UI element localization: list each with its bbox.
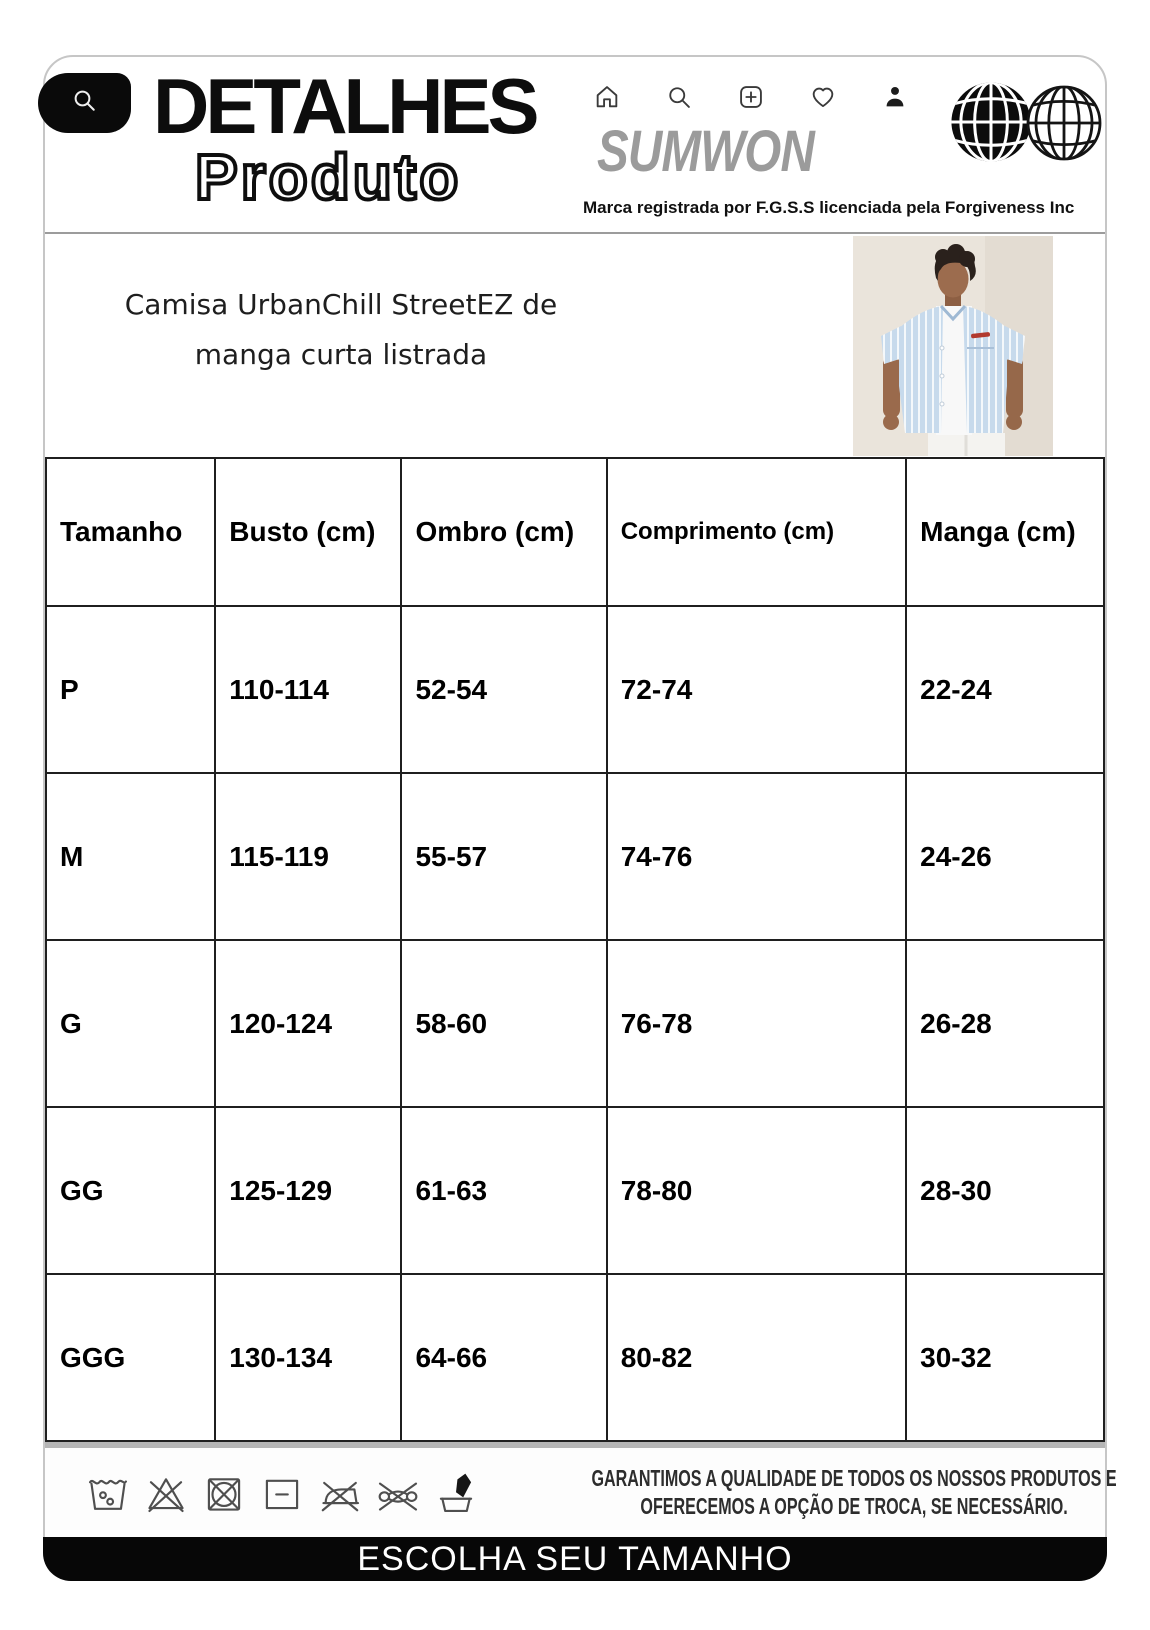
- size-row-gg: GG 125-129 61-63 78-80 28-30: [44, 1106, 1105, 1275]
- cell-size: G: [44, 939, 217, 1108]
- cell-ombro: 61-63: [400, 1106, 608, 1275]
- col-header-ombro: Ombro (cm): [400, 457, 608, 607]
- search-icon[interactable]: [665, 83, 693, 111]
- globe-filled-icon: [951, 82, 1031, 162]
- choose-size-bar[interactable]: ESCOLHA SEU TAMANHO: [43, 1537, 1107, 1581]
- product-title: Camisa UrbanChill StreetEZ de manga curt…: [83, 280, 599, 380]
- globe-logos: [948, 79, 1104, 165]
- guarantee-line1: GARANTIMOS A QUALIDADE DE TODOS OS NOSSO…: [591, 1465, 1117, 1492]
- guarantee-text: GARANTIMOS A QUALIDADE DE TODOS OS NOSSO…: [592, 1465, 1117, 1519]
- cell-comprimento: 76-78: [605, 939, 908, 1108]
- size-row-g: G 120-124 58-60 76-78 26-28: [44, 939, 1105, 1108]
- cell-ombro: 55-57: [400, 772, 608, 941]
- size-table: Tamanho Busto (cm) Ombro (cm) Compriment…: [44, 457, 1105, 1442]
- cell-busto: 115-119: [214, 772, 403, 941]
- search-pill-button[interactable]: [38, 73, 131, 133]
- product-section: Camisa UrbanChill StreetEZ de manga curt…: [45, 232, 1105, 457]
- machine-wash-icon: [88, 1479, 128, 1510]
- cell-busto: 125-129: [214, 1106, 403, 1275]
- col-header-tamanho: Tamanho: [44, 457, 217, 607]
- heart-icon[interactable]: [809, 83, 837, 111]
- cell-comprimento: 72-74: [605, 605, 908, 774]
- cell-size: GGG: [44, 1273, 217, 1442]
- plus-square-icon[interactable]: [737, 83, 765, 111]
- col-header-manga: Manga (cm): [905, 457, 1105, 607]
- care-icons: [85, 1470, 479, 1516]
- product-photo: [853, 236, 1053, 456]
- cell-manga: 30-32: [905, 1273, 1105, 1442]
- cell-ombro: 58-60: [400, 939, 608, 1108]
- page-subtitle: Produto: [193, 141, 462, 213]
- trademark-text: Marca registrada por F.G.S.S licenciada …: [583, 198, 1075, 217]
- col-header-comprimento: Comprimento (cm): [605, 457, 908, 607]
- header: DETALHES Produto: [38, 57, 1105, 232]
- do-not-tumble-dry-icon: [207, 1477, 241, 1511]
- product-details-card: DETALHES Produto: [38, 55, 1117, 1581]
- cell-busto: 120-124: [214, 939, 403, 1108]
- size-row-m: M 115-119 55-57 74-76 24-26: [44, 772, 1105, 941]
- cell-comprimento: 78-80: [605, 1106, 908, 1275]
- magnifier-icon: [70, 86, 100, 121]
- footer: GARANTIMOS A QUALIDADE DE TODOS OS NOSSO…: [45, 1442, 1117, 1537]
- col-header-busto: Busto (cm): [214, 457, 403, 607]
- cell-size: P: [44, 605, 217, 774]
- dry-flat-icon: [265, 1479, 299, 1509]
- product-title-line2: manga curta listrada: [194, 338, 488, 371]
- do-not-wring-icon: [378, 1482, 418, 1511]
- cell-manga: 22-24: [905, 605, 1105, 774]
- cell-busto: 130-134: [214, 1273, 403, 1442]
- choose-size-label: ESCOLHA SEU TAMANHO: [357, 1539, 793, 1578]
- do-not-iron-icon: [321, 1481, 360, 1511]
- home-icon[interactable]: [593, 83, 621, 111]
- cell-comprimento: 74-76: [605, 772, 908, 941]
- size-table-header-row: Tamanho Busto (cm) Ombro (cm) Compriment…: [44, 457, 1105, 607]
- brand-logo: SUMWON: [597, 119, 815, 184]
- cell-ombro: 64-66: [400, 1273, 608, 1442]
- page-title: DETALHES: [153, 62, 540, 150]
- nav-icons: [593, 83, 909, 111]
- size-row-ggg: GGG 130-134 64-66 80-82 30-32: [44, 1273, 1105, 1442]
- person-icon[interactable]: [881, 83, 909, 111]
- cell-comprimento: 80-82: [605, 1273, 908, 1442]
- do-not-bleach-icon: [148, 1477, 184, 1512]
- cell-manga: 28-30: [905, 1106, 1105, 1275]
- cell-size: GG: [44, 1106, 217, 1275]
- cell-busto: 110-114: [214, 605, 403, 774]
- size-row-p: P 110-114 52-54 72-74 22-24: [44, 605, 1105, 774]
- globe-outline-icon: [1026, 85, 1102, 161]
- cell-size: M: [44, 772, 217, 941]
- cell-manga: 24-26: [905, 772, 1105, 941]
- product-title-line1: Camisa UrbanChill StreetEZ de: [124, 288, 558, 321]
- cell-ombro: 52-54: [400, 605, 608, 774]
- guarantee-line2: OFERECEMOS A OPÇÃO DE TROCA, SE NECESSÁR…: [640, 1492, 1068, 1519]
- hand-wash-basket-icon: [439, 1473, 473, 1512]
- cell-manga: 26-28: [905, 939, 1105, 1108]
